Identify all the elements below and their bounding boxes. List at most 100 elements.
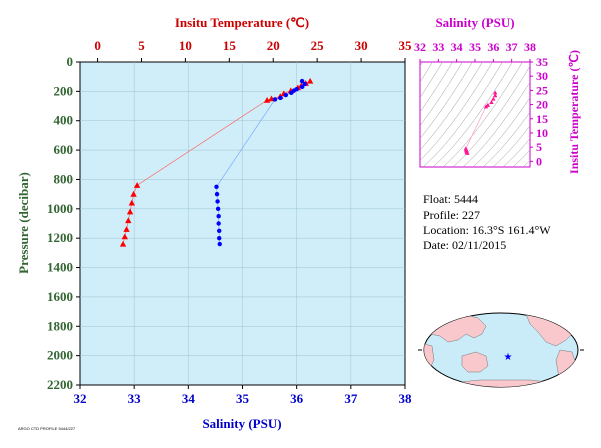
y-tick-label: 2200 — [47, 377, 73, 392]
salinity-point — [217, 228, 222, 234]
y-tick-label: 0 — [67, 54, 74, 69]
ts-y-tick-label: 10 — [536, 126, 548, 140]
ts-title: Salinity (PSU) — [435, 15, 514, 30]
y-tick-label: 1400 — [47, 260, 73, 275]
y-tick-label: 1000 — [47, 201, 73, 216]
x-tick-label: 37 — [344, 391, 358, 406]
density-contour — [432, 62, 513, 167]
salinity-point — [299, 78, 305, 84]
main-profile-marks — [119, 77, 314, 247]
top-tick-label: 25 — [311, 38, 325, 53]
density-contour — [420, 62, 493, 161]
temperature-point — [128, 199, 136, 206]
float-location-marker: ★ — [504, 352, 513, 363]
ts-x-tick-label: 32 — [414, 40, 426, 54]
y-tick-label: 1600 — [47, 289, 73, 304]
salinity-point — [214, 184, 219, 189]
ts-x-tick-label: 34 — [451, 40, 463, 54]
salinity-axis: 32 33 34 35 36 37 38 — [74, 385, 413, 406]
x-tick-label: 32 — [74, 391, 87, 406]
profile-number: Profile: 227 — [423, 208, 480, 222]
ts-y-tick-label: 35 — [536, 55, 548, 69]
x-tick-label: 35 — [236, 391, 250, 406]
x-tick-label: 38 — [399, 391, 413, 406]
temperature-point — [121, 233, 128, 240]
x-tick-label: 34 — [182, 391, 196, 406]
float-id: Float: 5444 — [423, 192, 479, 206]
salinity-axis-title: Salinity (PSU) — [202, 416, 281, 431]
top-tick-label: 35 — [399, 38, 413, 53]
ts-point — [489, 100, 494, 105]
top-tick-label: 5 — [138, 38, 145, 53]
ts-y-tick-label: 25 — [536, 83, 548, 97]
density-contour — [422, 62, 503, 167]
ts-ylabel: Insitu Temperature (℃) — [567, 50, 581, 174]
salinity-point — [272, 97, 278, 102]
ts-x-tick-label: 33 — [432, 40, 444, 54]
ts-marks — [463, 90, 498, 155]
density-contour — [420, 62, 483, 151]
ts-plot-area — [419, 61, 531, 168]
ts-y-tick-label: 15 — [536, 112, 548, 126]
ts-point — [483, 104, 489, 109]
top-tick-label: 20 — [267, 38, 280, 53]
y-tick-label: 1800 — [47, 318, 73, 333]
ts-y-tick-label: 5 — [536, 140, 542, 154]
temperature-axis-title: Insitu Temperature (℃) — [175, 15, 309, 30]
temperature-point — [306, 77, 314, 84]
ts-x-tick-label: 36 — [487, 40, 499, 54]
salinity-point — [217, 235, 222, 241]
density-contour — [442, 62, 523, 167]
main-grid — [80, 62, 405, 385]
ts-point — [492, 90, 498, 95]
y-tick-label: 800 — [54, 171, 74, 186]
density-contour — [420, 62, 473, 139]
density-contour — [462, 81, 530, 167]
density-contour — [482, 111, 530, 167]
salinity-point — [216, 221, 221, 226]
temperature-point — [133, 182, 141, 188]
salinity-point — [214, 191, 220, 197]
top-tick-label: 0 — [94, 38, 101, 53]
pressure-axis: 0 200 400 600 800 1000 1200 1400 1600 1800 2000 220… — [47, 54, 80, 392]
ts-y-tick-label: 0 — [536, 154, 542, 168]
antarctica-landmass — [439, 379, 567, 387]
south-america-landmass — [555, 349, 577, 385]
salinity-point — [216, 213, 221, 219]
density-contour — [472, 97, 530, 167]
salinity-point — [215, 199, 220, 204]
ts-salinity-axis: 32 33 34 35 36 37 38 — [414, 40, 536, 62]
temperature-point — [119, 240, 127, 247]
footer-note: ARGO CTD PROFILE 5444/227 — [18, 426, 76, 431]
top-tick-label: 15 — [223, 38, 237, 53]
ts-point — [465, 150, 470, 155]
salinity-point — [215, 206, 221, 212]
ts-x-tick-label: 37 — [506, 40, 518, 54]
y-tick-label: 400 — [54, 113, 74, 128]
salinity-point — [278, 95, 283, 101]
salinity-point — [299, 84, 305, 90]
ts-y-tick-label: 30 — [536, 69, 548, 83]
ts-y-tick-label: 20 — [536, 98, 548, 112]
top-tick-label: 30 — [355, 38, 368, 53]
temperature-point — [126, 208, 134, 215]
y-tick-label: 600 — [54, 142, 74, 157]
ts-x-tick-label: 35 — [469, 40, 481, 54]
ts-point — [491, 96, 496, 101]
temperature-point — [130, 190, 137, 197]
temperature-point — [123, 226, 130, 232]
y-tick-label: 2000 — [47, 348, 73, 363]
salinity-point — [283, 92, 289, 98]
location: Location: 16.3°S 161.4°W — [423, 223, 551, 237]
ts-point — [492, 93, 498, 98]
x-tick-label: 36 — [290, 391, 304, 406]
y-tick-label: 200 — [54, 83, 74, 98]
ts-x-tick-label: 38 — [524, 40, 536, 54]
x-tick-label: 33 — [128, 391, 142, 406]
date: Date: 02/11/2015 — [423, 238, 507, 252]
salinity-point — [302, 81, 307, 87]
ts-density-contours — [420, 62, 530, 167]
y-tick-label: 1200 — [47, 230, 73, 245]
